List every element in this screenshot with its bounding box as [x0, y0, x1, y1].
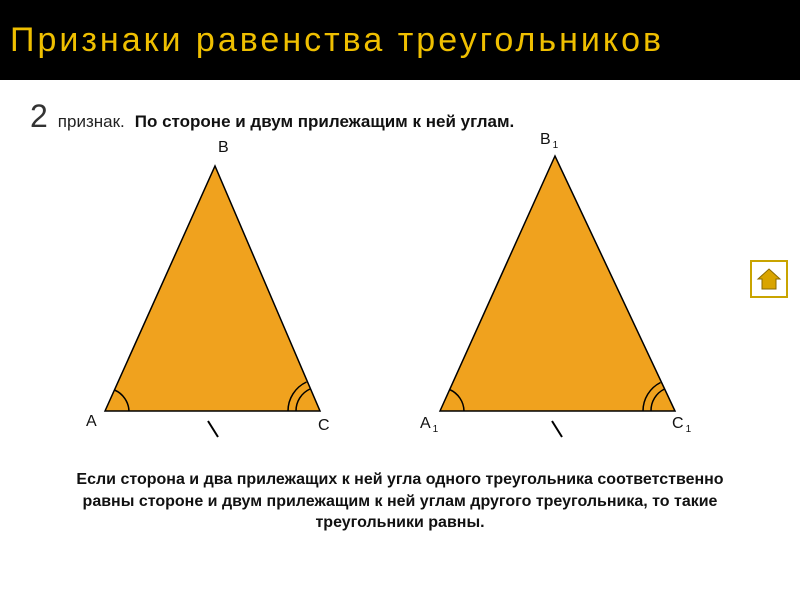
label-C1: C1 [672, 415, 691, 435]
label-B1: B1 [540, 131, 558, 151]
criterion-statement: По стороне и двум прилежащим к ней углам… [135, 112, 515, 132]
criterion-word: признак. [58, 112, 125, 132]
home-icon [756, 267, 782, 291]
diagram-area: A B C A1 B1 C1 [0, 141, 800, 461]
triangle-left [105, 166, 320, 411]
theorem-text: Если сторона и два прилежащих к ней угла… [60, 469, 740, 534]
criterion-number: 2 [30, 98, 48, 135]
title-bar: Признаки равенства треугольников [0, 0, 800, 80]
triangles-svg [0, 141, 800, 461]
label-A: A [86, 413, 97, 431]
triangle-right [440, 156, 675, 411]
label-C: C [318, 417, 330, 435]
tick-right [552, 421, 562, 437]
label-A1: A1 [420, 415, 438, 435]
page-title: Признаки равенства треугольников [10, 21, 664, 60]
label-B: B [218, 139, 229, 157]
home-button[interactable] [750, 260, 788, 298]
tick-left [208, 421, 218, 437]
subtitle-row: 2 признак. По стороне и двум прилежащим … [30, 98, 800, 135]
